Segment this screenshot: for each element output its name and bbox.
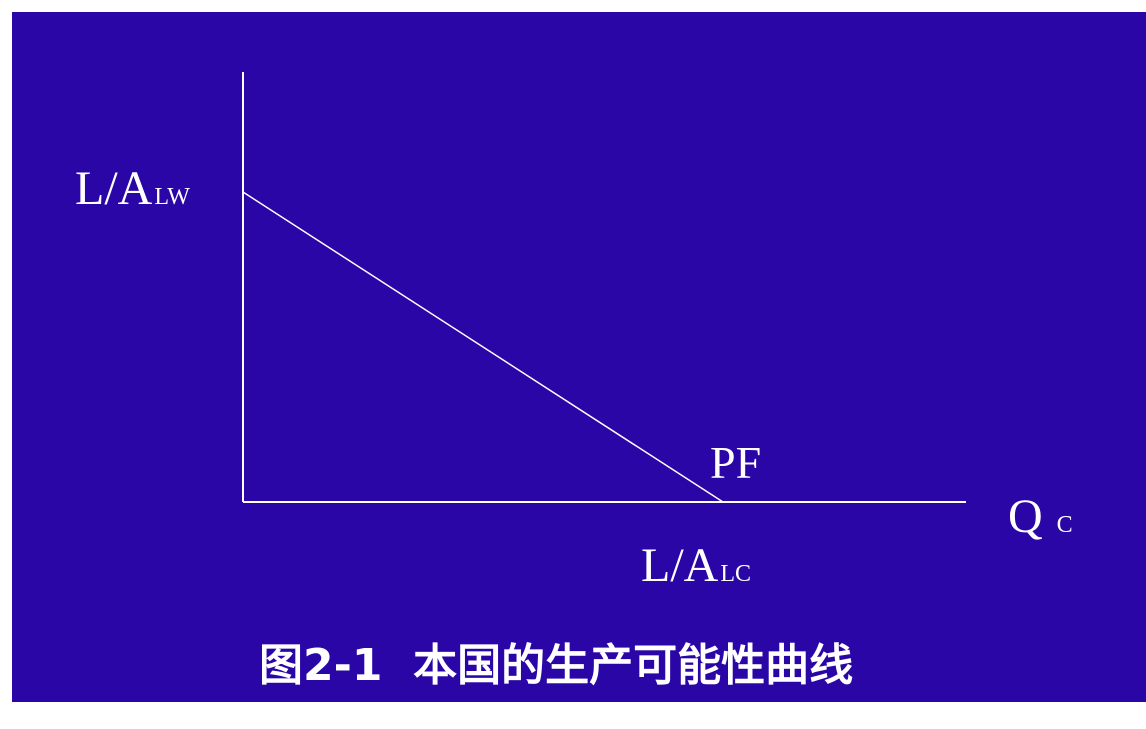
x-axis-sub: C bbox=[1057, 512, 1073, 538]
x-axis-main: Q bbox=[1008, 490, 1043, 543]
x-intercept-label: L/ALC bbox=[641, 539, 751, 592]
figure-caption: 图2-1 本国的生产可能性曲线 bbox=[259, 640, 853, 691]
ppf-line bbox=[242, 191, 724, 503]
diagram-panel bbox=[12, 12, 1146, 702]
y-intercept-main: L/A bbox=[75, 162, 153, 215]
y-intercept-label: L/ALW bbox=[75, 162, 190, 215]
x-intercept-sub: LC bbox=[720, 561, 751, 587]
y-intercept-sub: LW bbox=[154, 184, 190, 210]
x-intercept-main: L/A bbox=[641, 539, 719, 592]
curve-label: PF bbox=[710, 437, 761, 488]
